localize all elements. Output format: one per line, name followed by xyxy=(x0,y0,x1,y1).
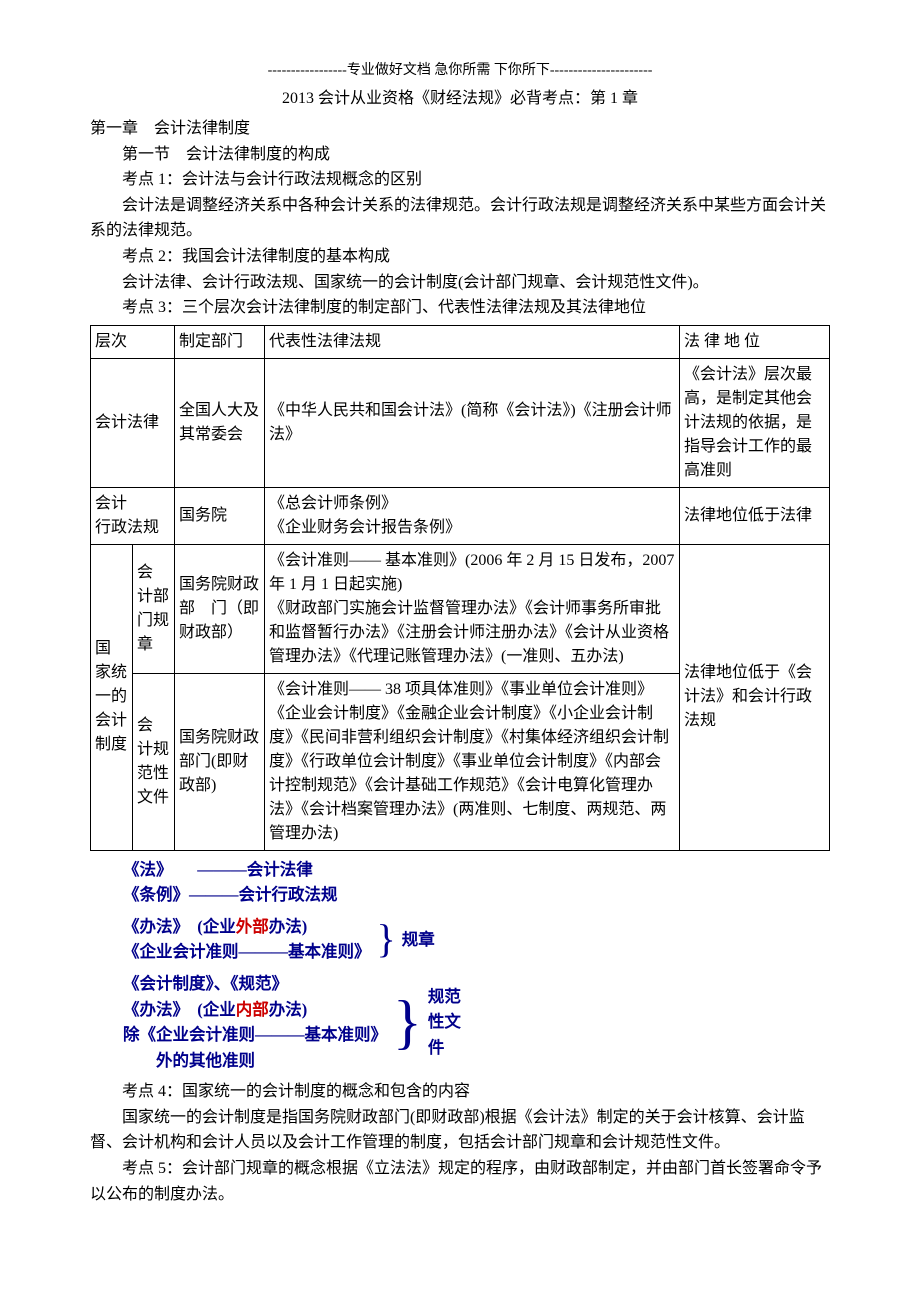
brace-icon: } xyxy=(371,923,402,955)
kp2-title: 考点 2：我国会计法律制度的基本构成 xyxy=(90,244,830,270)
summary-line: 《法》 ——— 会计法律 xyxy=(123,857,830,883)
summary-line: 《会计制度》、《规范》 xyxy=(123,971,387,997)
cell-dept: 国务院财政 部 门（即财政部） xyxy=(175,544,265,673)
summary-text: 《办法》 (企业 xyxy=(123,1000,236,1019)
th-dept: 制定部门 xyxy=(175,325,265,358)
cell-laws: 《会计准则—— 38 项具体准则》《事业单位会计准则》《企业会计制度》《金融企业… xyxy=(265,673,680,850)
summary-group: 《办法》 (企业外部办法) 《企业会计准则———基本准则》 } 规章 xyxy=(123,914,830,965)
summary-line: 《办法》 (企业外部办法) xyxy=(123,914,371,940)
page-title: 2013 会计从业资格《财经法规》必背考点：第 1 章 xyxy=(90,86,830,112)
summary-line: 外的其他准则 xyxy=(123,1048,387,1074)
kp4-body: 国家统一的会计制度是指国务院财政部门(即财政部)根据《会计法》制定的关于会计核算… xyxy=(90,1105,830,1156)
kp2-body: 会计法律、会计行政法规、国家统一的会计制度(会计部门规章、会计规范性文件)。 xyxy=(90,270,830,296)
cell-dept: 国务院 xyxy=(175,487,265,544)
summary-red: 外部 xyxy=(236,917,269,936)
kp4-title: 考点 4：国家统一的会计制度的概念和包含的内容 xyxy=(90,1079,830,1105)
summary-line: 《办法》 (企业内部办法) xyxy=(123,997,387,1023)
summary-red: 内部 xyxy=(236,1000,269,1019)
summary-left: 《法》 ——— xyxy=(123,857,247,883)
summary-group: 《会计制度》、《规范》 《办法》 (企业内部办法) 除《企业会计准则———基本准… xyxy=(123,971,830,1073)
summary-line: 除《企业会计准则———基本准则》 xyxy=(123,1022,387,1048)
kp1-body: 会计法是调整经济关系中各种会计关系的法律规范。会计行政法规是调整经济关系中某些方… xyxy=(90,193,830,244)
brace-icon: } xyxy=(387,998,428,1046)
kp3-title: 考点 3：三个层次会计法律制度的制定部门、代表性法律法规及其法律地位 xyxy=(90,295,830,321)
summary-text: 《办法》 (企业 xyxy=(123,917,236,936)
summary-text: 办法) xyxy=(269,917,308,936)
cell-sublevel: 会 计部 门规章 xyxy=(133,544,175,673)
cell-laws: 《中华人民共和国会计法》(简称《会计法》)《注册会计师法》 xyxy=(265,358,680,487)
chapter-heading: 第一章 会计法律制度 xyxy=(90,116,830,142)
table-row: 国 家统 一的 会计 制度 会 计部 门规章 国务院财政 部 门（即财政部） 《… xyxy=(91,544,830,673)
summary-right: 会计行政法规 xyxy=(239,882,338,908)
summary-label: 规章 xyxy=(402,927,435,953)
summary-text: 办法) xyxy=(269,1000,308,1019)
header-watermark: -----------------专业做好文档 急你所需 下你所下-------… xyxy=(90,60,830,82)
th-status: 法 律 地 位 xyxy=(680,325,830,358)
th-laws: 代表性法律法规 xyxy=(265,325,680,358)
summary-left: 《条例》——— xyxy=(123,882,239,908)
kp1-title: 考点 1：会计法与会计行政法规概念的区别 xyxy=(90,167,830,193)
cell-level-merged: 国 家统 一的 会计 制度 xyxy=(91,544,133,850)
summary-right: 会计法律 xyxy=(247,857,313,883)
cell-level: 会计法律 xyxy=(91,358,175,487)
section-heading: 第一节 会计法律制度的构成 xyxy=(90,142,830,168)
cell-level: 会计 行政法规 xyxy=(91,487,175,544)
cell-status: 《会计法》层次最高，是制定其他会计法规的依据，是指导会计工作的最高准则 xyxy=(680,358,830,487)
cell-status: 法律地位低于法律 xyxy=(680,487,830,544)
summary-line: 《企业会计准则———基本准则》 xyxy=(123,939,371,965)
table-row: 会计 行政法规 国务院 《总会计师条例》 《企业财务会计报告条例》 法律地位低于… xyxy=(91,487,830,544)
table-row: 会计法律 全国人大及其常委会 《中华人民共和国会计法》(简称《会计法》)《注册会… xyxy=(91,358,830,487)
mnemonic-summary: 《法》 ——— 会计法律 《条例》——— 会计行政法规 《办法》 (企业外部办法… xyxy=(123,857,830,1074)
table-header-row: 层次 制定部门 代表性法律法规 法 律 地 位 xyxy=(91,325,830,358)
cell-dept: 全国人大及其常委会 xyxy=(175,358,265,487)
th-level: 层次 xyxy=(91,325,175,358)
summary-label: 规范 性文 件 xyxy=(428,984,461,1061)
summary-line: 《条例》——— 会计行政法规 xyxy=(123,882,830,908)
law-levels-table: 层次 制定部门 代表性法律法规 法 律 地 位 会计法律 全国人大及其常委会 《… xyxy=(90,325,830,851)
cell-laws: 《总会计师条例》 《企业财务会计报告条例》 xyxy=(265,487,680,544)
cell-dept: 国务院财政部门(即财政部) xyxy=(175,673,265,850)
cell-laws: 《会计准则—— 基本准则》(2006 年 2 月 15 日发布，2007 年 1… xyxy=(265,544,680,673)
cell-status-merged: 法律地位低于《会计法》和会计行政法规 xyxy=(680,544,830,850)
kp5-body: 考点 5：会计部门规章的概念根据《立法法》规定的程序，由财政部制定，并由部门首长… xyxy=(90,1156,830,1207)
